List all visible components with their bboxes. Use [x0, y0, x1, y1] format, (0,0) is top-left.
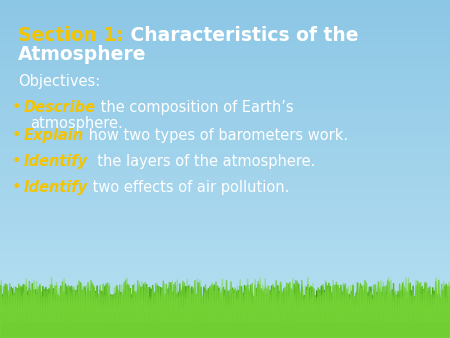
Text: Describe: Describe [24, 100, 96, 115]
Text: the layers of the atmosphere.: the layers of the atmosphere. [88, 154, 315, 169]
Polygon shape [0, 282, 450, 338]
Text: •: • [12, 128, 22, 143]
Text: Atmosphere: Atmosphere [18, 45, 147, 64]
Text: Section 1:: Section 1: [18, 26, 124, 45]
Text: Explain: Explain [24, 128, 84, 143]
Text: Characteristics of the: Characteristics of the [124, 26, 358, 45]
Text: Objectives:: Objectives: [18, 74, 100, 89]
Text: atmosphere.: atmosphere. [30, 116, 123, 131]
Text: Identify: Identify [24, 180, 88, 195]
Text: how two types of barometers work.: how two types of barometers work. [84, 128, 348, 143]
Polygon shape [0, 277, 450, 338]
Polygon shape [0, 280, 450, 338]
Text: •: • [12, 154, 22, 169]
Polygon shape [0, 290, 450, 338]
Polygon shape [0, 285, 450, 338]
Text: the composition of Earth’s: the composition of Earth’s [96, 100, 293, 115]
Text: two effects of air pollution.: two effects of air pollution. [88, 180, 289, 195]
Text: Identify: Identify [24, 154, 88, 169]
Text: •: • [12, 100, 22, 115]
Text: •: • [12, 180, 22, 195]
